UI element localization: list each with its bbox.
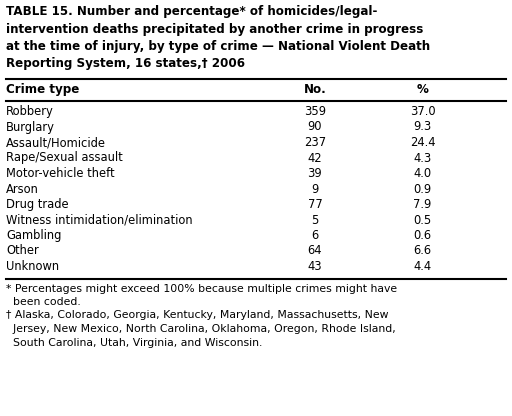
Text: TABLE 15. Number and percentage* of homicides/legal-: TABLE 15. Number and percentage* of homi… xyxy=(6,5,377,18)
Text: 237: 237 xyxy=(304,136,326,149)
Text: Reporting System, 16 states,† 2006: Reporting System, 16 states,† 2006 xyxy=(6,57,245,70)
Text: Jersey, New Mexico, North Carolina, Oklahoma, Oregon, Rhode Island,: Jersey, New Mexico, North Carolina, Okla… xyxy=(6,324,396,334)
Text: Witness intimidation/elimination: Witness intimidation/elimination xyxy=(6,213,193,226)
Text: 7.9: 7.9 xyxy=(413,198,432,211)
Text: Burglary: Burglary xyxy=(6,121,55,134)
Text: at the time of injury, by type of crime — National Violent Death: at the time of injury, by type of crime … xyxy=(6,40,430,53)
Text: 42: 42 xyxy=(308,151,322,164)
Text: 4.4: 4.4 xyxy=(413,260,432,273)
Text: † Alaska, Colorado, Georgia, Kentucky, Maryland, Massachusetts, New: † Alaska, Colorado, Georgia, Kentucky, M… xyxy=(6,310,389,320)
Text: 6: 6 xyxy=(311,229,318,242)
Text: 0.5: 0.5 xyxy=(413,213,432,226)
Text: been coded.: been coded. xyxy=(6,297,81,307)
Text: 24.4: 24.4 xyxy=(410,136,435,149)
Text: 4.3: 4.3 xyxy=(413,151,432,164)
Text: 0.9: 0.9 xyxy=(413,183,432,196)
Text: Other: Other xyxy=(6,245,39,258)
Text: No.: No. xyxy=(304,83,326,96)
Text: Drug trade: Drug trade xyxy=(6,198,69,211)
Text: Motor-vehicle theft: Motor-vehicle theft xyxy=(6,167,115,180)
Text: 9: 9 xyxy=(311,183,318,196)
Text: 359: 359 xyxy=(304,105,326,118)
Text: 4.0: 4.0 xyxy=(413,167,432,180)
Text: Crime type: Crime type xyxy=(6,83,79,96)
Text: intervention deaths precipitated by another crime in progress: intervention deaths precipitated by anot… xyxy=(6,22,423,35)
Text: 77: 77 xyxy=(308,198,322,211)
Text: 43: 43 xyxy=(308,260,322,273)
Text: Robbery: Robbery xyxy=(6,105,54,118)
Text: 39: 39 xyxy=(308,167,322,180)
Text: 90: 90 xyxy=(308,121,322,134)
Text: %: % xyxy=(416,83,429,96)
Text: Unknown: Unknown xyxy=(6,260,59,273)
Text: 37.0: 37.0 xyxy=(410,105,435,118)
Text: Rape/Sexual assault: Rape/Sexual assault xyxy=(6,151,123,164)
Text: 64: 64 xyxy=(308,245,322,258)
Text: 0.6: 0.6 xyxy=(413,229,432,242)
Text: * Percentages might exceed 100% because multiple crimes might have: * Percentages might exceed 100% because … xyxy=(6,283,397,294)
Text: Arson: Arson xyxy=(6,183,39,196)
Text: 5: 5 xyxy=(311,213,318,226)
Text: Assault/Homicide: Assault/Homicide xyxy=(6,136,106,149)
Text: South Carolina, Utah, Virginia, and Wisconsin.: South Carolina, Utah, Virginia, and Wisc… xyxy=(6,337,262,347)
Text: 9.3: 9.3 xyxy=(413,121,432,134)
Text: Gambling: Gambling xyxy=(6,229,61,242)
Text: 6.6: 6.6 xyxy=(413,245,432,258)
